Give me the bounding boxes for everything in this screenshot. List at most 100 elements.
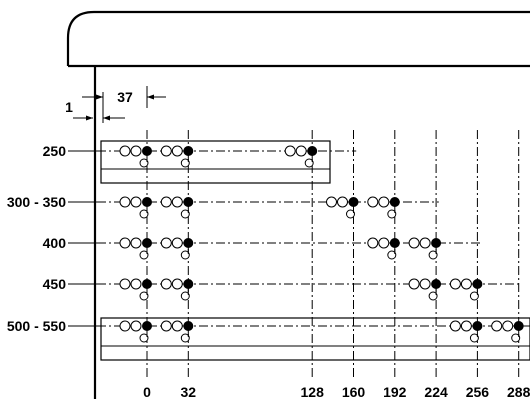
hole-group [367, 237, 400, 260]
lower-hole [139, 291, 149, 301]
lower-hole [469, 333, 479, 343]
row-label: 450 [43, 276, 67, 292]
open-hole-left [491, 320, 503, 332]
lower-hole [346, 209, 355, 219]
x-tick-label: 128 [301, 384, 325, 399]
x-tick-label: 256 [466, 384, 490, 399]
hole-group [160, 196, 194, 219]
x-tick-label: 160 [342, 384, 366, 399]
open-hole-middle [460, 320, 472, 332]
hole-group [160, 237, 194, 260]
hole-row: 250 [43, 143, 357, 168]
open-hole-middle [378, 196, 390, 208]
lower-hole [180, 291, 190, 301]
open-hole-left [284, 145, 296, 157]
hole-group [160, 320, 194, 343]
open-hole-middle [130, 320, 142, 332]
lower-hole [428, 291, 438, 301]
open-hole-middle [378, 237, 390, 249]
open-hole-middle [171, 237, 183, 249]
open-hole-left [160, 320, 172, 332]
lower-hole [180, 333, 190, 343]
open-hole-middle [419, 278, 431, 290]
hole-group [408, 278, 442, 301]
hole-group [119, 320, 152, 343]
lower-hole [387, 250, 397, 260]
lower-hole [387, 209, 397, 219]
open-hole-middle [171, 320, 183, 332]
lower-hole [180, 158, 190, 168]
lower-hole [139, 209, 149, 219]
hole-group [119, 196, 152, 219]
hole-group [367, 196, 400, 219]
open-hole-left [408, 237, 420, 249]
row-label: 300 - 350 [7, 194, 66, 210]
open-hole-middle [130, 196, 142, 208]
hole-row: 400 [43, 235, 481, 260]
hole-group [119, 278, 152, 301]
row-label: 500 - 550 [7, 318, 66, 334]
open-hole-left [367, 196, 379, 208]
lower-hole [511, 333, 521, 343]
first-column-label: 37 [117, 89, 133, 105]
row-label: 400 [43, 235, 67, 251]
open-hole-middle [130, 278, 142, 290]
open-hole-middle [130, 237, 142, 249]
row-highlight-box [100, 317, 530, 361]
hole-group [119, 237, 152, 260]
open-hole-left [160, 145, 172, 157]
x-tick-label: 0 [143, 384, 151, 399]
lower-hole [180, 250, 190, 260]
hole-group [119, 145, 152, 168]
open-hole-left [119, 196, 131, 208]
hole-group [326, 196, 359, 219]
open-hole-left [408, 278, 420, 290]
edge-offset-label: 1 [65, 99, 73, 115]
open-hole-left [119, 320, 131, 332]
open-hole-middle [130, 145, 142, 157]
lower-hole [180, 209, 190, 219]
row-label: 250 [43, 143, 67, 159]
open-hole-middle [419, 237, 431, 249]
x-tick-label: 288 [507, 384, 530, 399]
open-hole-middle [171, 145, 183, 157]
hole-row: 300 - 350 [7, 194, 439, 219]
lower-hole [428, 250, 438, 260]
hole-group [449, 278, 483, 301]
open-hole-left [119, 145, 131, 157]
cabinet-top-outline [66, 10, 530, 66]
open-hole-middle [502, 320, 514, 332]
hole-group [284, 145, 318, 168]
open-hole-left [160, 237, 172, 249]
open-hole-left [119, 278, 131, 290]
x-axis-ticks: 0 32 128 160 192 224 256 288 [143, 384, 530, 399]
x-tick-label: 32 [181, 384, 197, 399]
row-highlight-box [100, 140, 331, 184]
grid-layer [100, 130, 530, 378]
rows-layer: 250 300 - 350 400 450 500 - 550 [7, 143, 530, 343]
open-hole-left [449, 278, 461, 290]
hole-group [449, 320, 483, 343]
hole-group [160, 278, 194, 301]
hole-group [160, 145, 194, 168]
open-hole-left [160, 278, 172, 290]
lower-hole [469, 291, 479, 301]
open-hole-left [367, 237, 379, 249]
open-hole-middle [171, 278, 183, 290]
open-hole-middle [460, 278, 472, 290]
open-hole-left [449, 320, 461, 332]
x-tick-label: 192 [383, 384, 407, 399]
hole-row: 450 [43, 276, 522, 301]
hole-group [408, 237, 442, 260]
hole-row: 500 - 550 [7, 318, 530, 343]
lower-hole [139, 333, 149, 343]
hole-group [491, 320, 524, 343]
lower-hole [304, 158, 314, 168]
open-hole-middle [295, 145, 307, 157]
x-tick-label: 224 [424, 384, 448, 399]
open-hole-left [119, 237, 131, 249]
open-hole-left [160, 196, 172, 208]
open-hole-left [326, 196, 337, 208]
lower-hole [139, 158, 149, 168]
